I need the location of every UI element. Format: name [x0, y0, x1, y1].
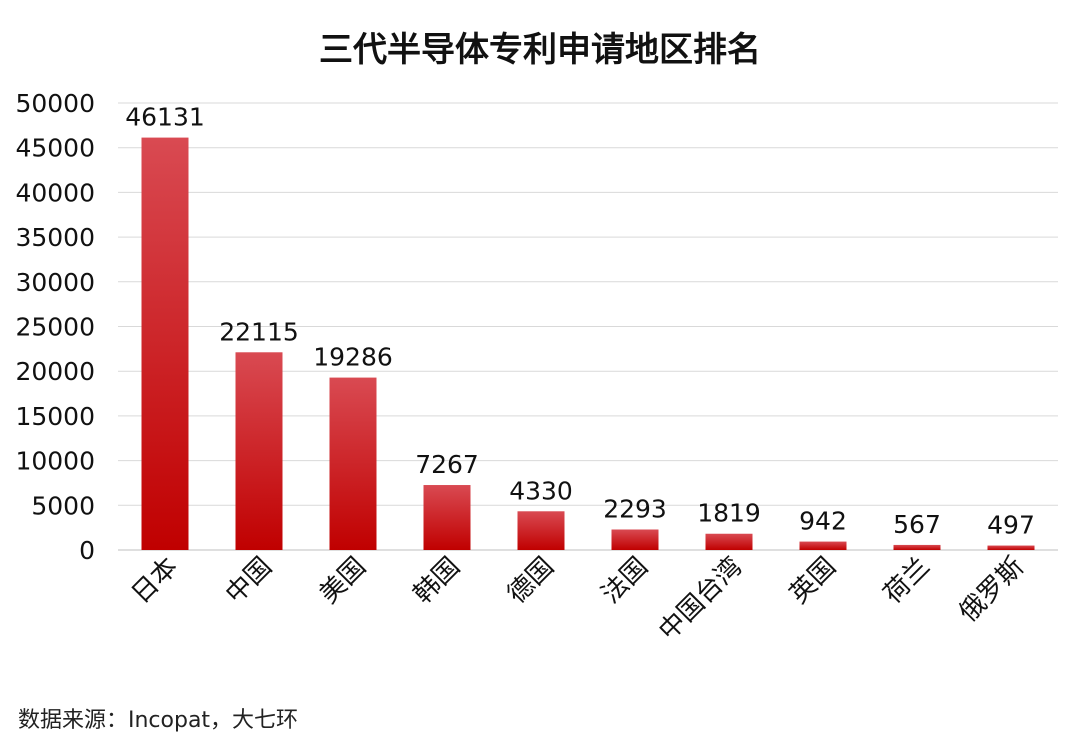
- bar: [329, 377, 377, 550]
- x-tick-label: 美国: [314, 552, 372, 610]
- x-tick-label: 德国: [502, 552, 560, 610]
- data-label: 567: [893, 510, 941, 539]
- y-tick-label: 45000: [15, 134, 95, 163]
- bar: [517, 511, 565, 550]
- data-label: 1819: [697, 499, 761, 528]
- data-source-note: 数据来源：Incopat，大七环: [18, 708, 299, 733]
- data-label: 2293: [603, 495, 667, 524]
- bar: [423, 485, 471, 550]
- bar: [611, 529, 659, 550]
- chart-title: 三代半导体专利申请地区排名: [319, 30, 761, 70]
- y-tick-label: 40000: [15, 178, 95, 207]
- bar-chart: 0 5000 10000 15000 20000 25000 30000 35000 40000…: [15, 89, 1058, 647]
- bar: [987, 545, 1035, 550]
- y-tick-label: 10000: [15, 447, 95, 476]
- bar: [141, 137, 189, 550]
- x-tick-label: 法国: [596, 552, 654, 610]
- data-label: 22115: [219, 317, 299, 346]
- x-tick-label: 俄罗斯: [954, 552, 1030, 628]
- x-tick-label: 中国台湾: [653, 552, 748, 647]
- bar: [235, 352, 283, 550]
- y-tick-label: 30000: [15, 268, 95, 297]
- y-tick-label: 20000: [15, 357, 95, 386]
- y-tick-label: 0: [79, 536, 95, 565]
- y-tick-label: 35000: [15, 223, 95, 252]
- data-label: 497: [987, 511, 1035, 540]
- y-tick-label: 50000: [15, 89, 95, 118]
- y-tick-label: 5000: [31, 491, 95, 520]
- x-tick-label: 日本: [126, 552, 184, 610]
- bar: [705, 533, 753, 550]
- data-label: 46131: [125, 103, 205, 132]
- x-tick-label: 韩国: [408, 552, 466, 610]
- x-tick-label: 荷兰: [878, 552, 936, 610]
- bar: [893, 544, 941, 550]
- y-tick-label: 25000: [15, 313, 95, 342]
- y-tick-label: 15000: [15, 402, 95, 431]
- x-tick-label: 英国: [784, 552, 842, 610]
- x-tick-label: 中国: [220, 552, 278, 610]
- data-label: 7267: [415, 450, 479, 479]
- data-label: 942: [799, 507, 847, 536]
- bar: [799, 541, 847, 550]
- data-label: 4330: [509, 476, 573, 505]
- data-label: 19286: [313, 343, 393, 372]
